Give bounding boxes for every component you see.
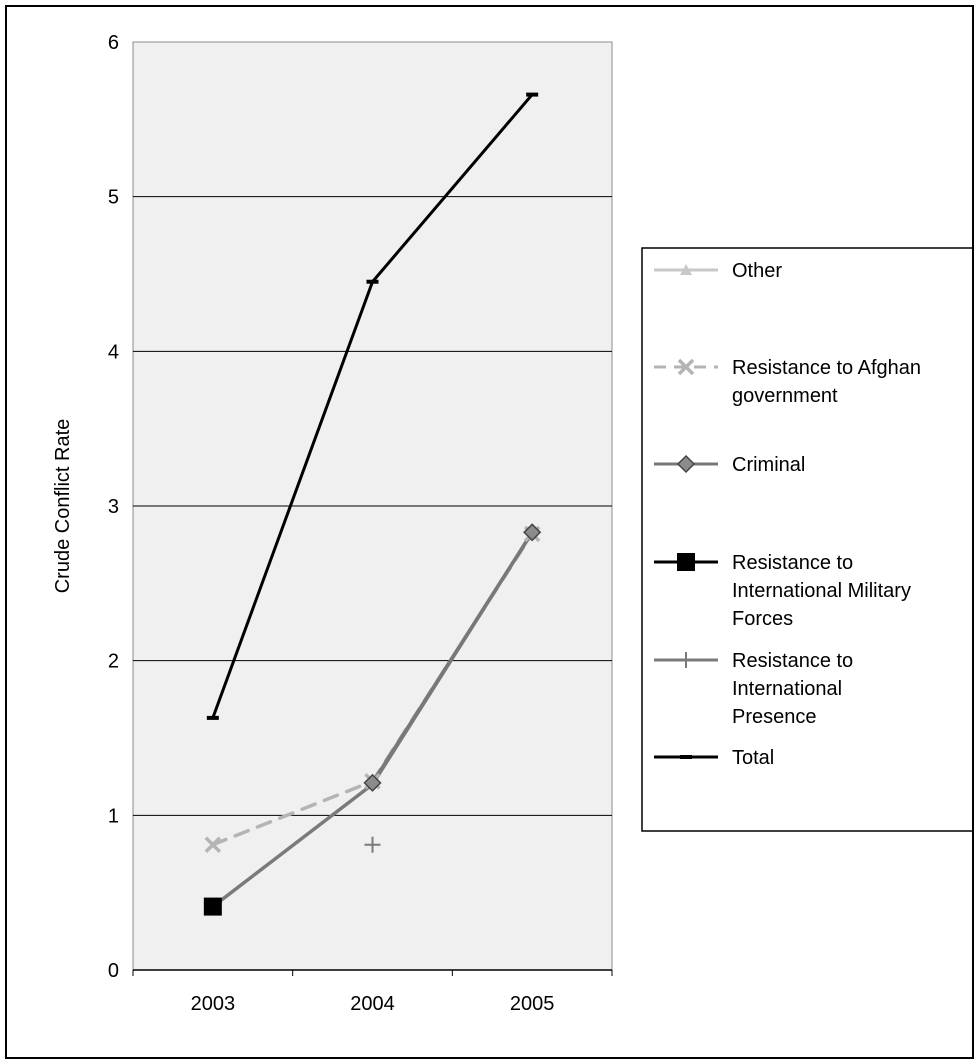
series-line-segment bbox=[211, 280, 374, 720]
legend-swatch-marker bbox=[680, 264, 692, 275]
legend-item: Other bbox=[654, 260, 782, 282]
legend-label: Other bbox=[732, 260, 782, 282]
y-tick-label: 6 bbox=[108, 32, 119, 54]
y-tick-label: 3 bbox=[108, 496, 119, 518]
x-tick-label: 2004 bbox=[350, 993, 395, 1015]
legend-label: International Military bbox=[732, 580, 911, 602]
y-tick-label: 2 bbox=[108, 651, 119, 673]
series-line-segment bbox=[371, 93, 534, 284]
data-point bbox=[204, 836, 222, 853]
chart-frame: 0 1 2 3 4 5 6 2003 2004 2005 Crude Conflict Rate O… bbox=[5, 5, 974, 1059]
legend-label: International bbox=[732, 678, 842, 700]
legend-swatch-marker bbox=[676, 454, 696, 474]
x-tick-label: 2005 bbox=[510, 993, 555, 1015]
legend-label: Resistance to Afghan bbox=[732, 357, 921, 379]
legend-item: Resistance to International Military Force… bbox=[654, 552, 911, 630]
legend-item: Criminal bbox=[654, 454, 805, 476]
data-point bbox=[523, 523, 542, 542]
x-tick-label: 2003 bbox=[191, 993, 236, 1015]
data-point bbox=[203, 897, 222, 916]
y-axis-title: Crude Conflict Rate bbox=[52, 419, 74, 594]
legend-label: Resistance to bbox=[732, 552, 853, 574]
legend-label: Presence bbox=[732, 706, 817, 728]
legend-swatch-marker bbox=[677, 358, 695, 376]
line-chart: 0 1 2 3 4 5 6 2003 2004 2005 Crude Conflict Rate O… bbox=[52, 32, 972, 1015]
data-point bbox=[364, 836, 381, 853]
series-line-segment bbox=[211, 782, 375, 909]
data-point bbox=[363, 773, 382, 792]
legend-label: Forces bbox=[732, 608, 793, 630]
y-tick-label: 5 bbox=[108, 187, 119, 209]
legend-swatch-marker bbox=[678, 652, 694, 668]
legend-item: Resistance to Afghan government bbox=[654, 357, 921, 407]
legend-label: Total bbox=[732, 747, 774, 769]
y-tick-label: 0 bbox=[108, 960, 119, 982]
legend-item: Total bbox=[654, 747, 774, 769]
series-line-segment bbox=[370, 530, 534, 785]
legend-label: Resistance to bbox=[732, 650, 853, 672]
legend-box bbox=[641, 247, 972, 832]
legend-label: government bbox=[732, 385, 838, 407]
y-tick-label: 1 bbox=[108, 805, 119, 827]
legend-swatch-marker bbox=[677, 553, 695, 571]
legend-item: Resistance to International Presence bbox=[654, 650, 853, 728]
y-tick-label: 4 bbox=[108, 341, 119, 363]
series-line-segment bbox=[211, 779, 375, 847]
legend-label: Criminal bbox=[732, 454, 805, 476]
